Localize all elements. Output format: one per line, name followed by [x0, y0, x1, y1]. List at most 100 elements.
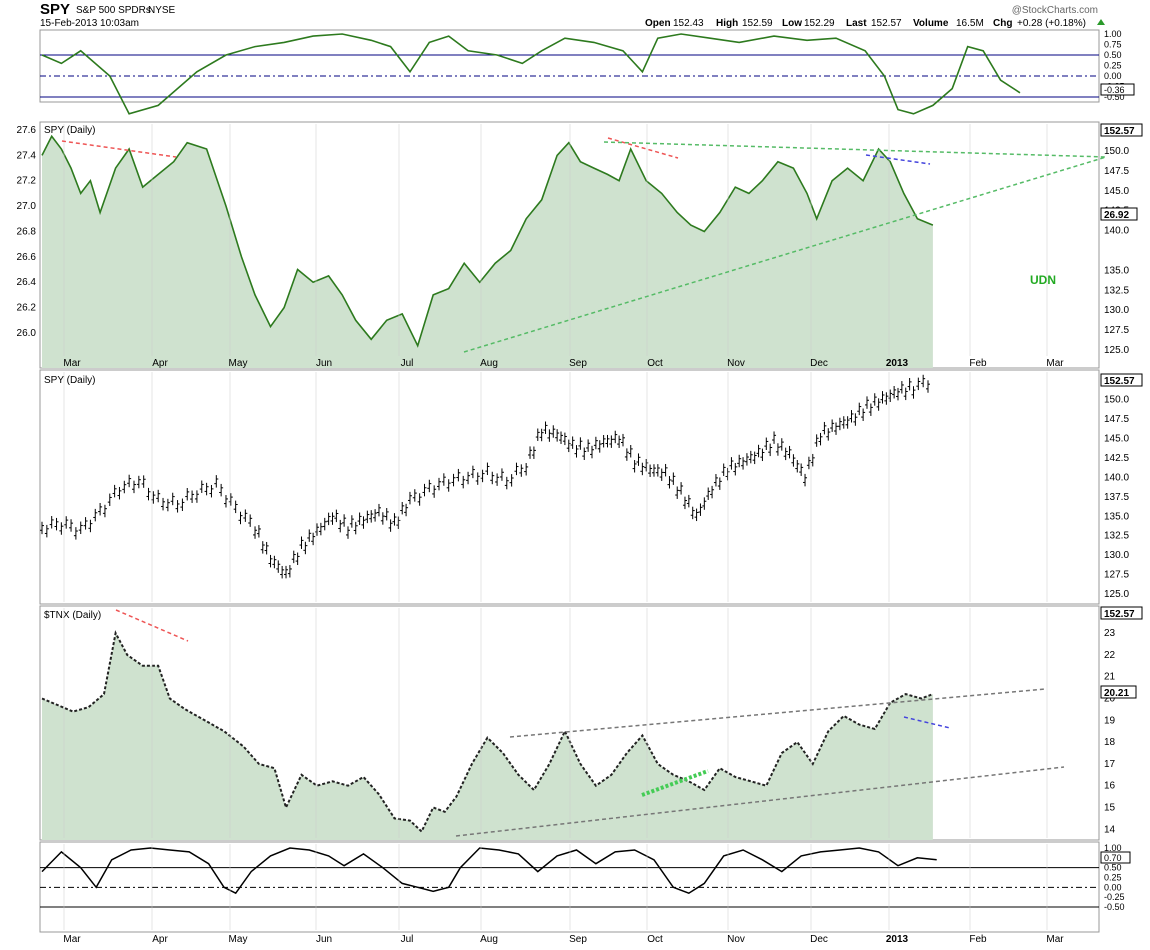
- udn-right-tick-7: 130.0: [1104, 305, 1129, 316]
- volume-value: 16.5M: [956, 18, 984, 29]
- high-label: High: [716, 18, 738, 29]
- spy-tick-4: 140.0: [1104, 472, 1129, 483]
- spy-price-badge: 152.57: [1100, 373, 1143, 387]
- month-label-0-0: Mar: [63, 358, 81, 369]
- udn-value-badge-value: 26.92: [1104, 210, 1129, 221]
- tnx-area-fill: [42, 633, 933, 840]
- top-tick-3: 0.25: [1104, 61, 1122, 71]
- tnx-green-trendline: [641, 769, 709, 797]
- watermark: @StockCharts.com: [1012, 5, 1098, 16]
- month-label-1-3: Jun: [316, 934, 332, 945]
- tnx-tick-5: 18: [1104, 737, 1116, 748]
- bottom-indicator-line: [41, 847, 937, 895]
- low-value: 152.29: [804, 18, 835, 29]
- udn-left-tick-8: 26.0: [17, 328, 37, 339]
- bottom-current-badge: 0.70: [1100, 851, 1131, 864]
- month-label-1-12: Mar: [1046, 934, 1064, 945]
- tnx-tick-8: 15: [1104, 802, 1116, 813]
- month-label-0-2: May: [229, 358, 248, 369]
- tnx-value-badge-value: 20.21: [1104, 688, 1129, 699]
- udn-left-tick-1: 27.4: [17, 150, 37, 161]
- ticker-symbol: SPY: [40, 1, 70, 18]
- month-label-0-12: Mar: [1046, 358, 1064, 369]
- open-label: Open: [645, 18, 671, 29]
- top-tick-0: 1.00: [1104, 29, 1122, 39]
- bottom-tick-5: -0.25: [1104, 892, 1125, 902]
- month-label-1-9: Dec: [810, 934, 828, 945]
- spy-tick-10: 125.0: [1104, 589, 1129, 600]
- udn-upper-trendline: [603, 141, 1107, 158]
- spy-tick-6: 135.0: [1104, 511, 1129, 522]
- udn-red-trendline-2: [607, 137, 679, 159]
- month-label-0-11: Feb: [969, 358, 987, 369]
- last-value: 152.57: [871, 18, 902, 29]
- udn-price-badge-value: 152.57: [1104, 126, 1135, 137]
- chart-datetime: 15-Feb-2013 10:03am: [40, 18, 139, 29]
- top-indicator-line: [41, 33, 1021, 115]
- month-label-0-4: Jul: [401, 358, 414, 369]
- bottom-tick-0: 1.00: [1104, 843, 1122, 853]
- month-label-1-0: Mar: [63, 934, 81, 945]
- udn-left-tick-5: 26.6: [17, 252, 37, 263]
- top-tick-2: 0.50: [1104, 50, 1122, 60]
- top-panel-frame: [39, 29, 1100, 103]
- udn-right-tick-1: 147.5: [1104, 166, 1129, 177]
- spy-panel-label: SPY (Daily): [44, 375, 96, 386]
- top-indicator-plot: 1.000.750.500.250.00-0.25-0.50: [40, 29, 1125, 115]
- tnx-plot: 23 22 21 20 19 18 17 16 15 14: [41, 628, 1116, 840]
- spy-tick-5: 137.5: [1104, 492, 1129, 503]
- tnx-panel-label: $TNX (Daily): [44, 610, 101, 621]
- udn-left-tick-0: 27.6: [17, 125, 37, 136]
- spy-tick-0: 150.0: [1104, 394, 1129, 405]
- up-arrow-icon: [1097, 19, 1105, 25]
- spy-tick-3: 142.5: [1104, 453, 1129, 464]
- udn-right-tick-8: 127.5: [1104, 325, 1129, 336]
- tnx-price-badge: 152.57: [1100, 606, 1143, 620]
- top-tick-1: 0.75: [1104, 40, 1122, 50]
- tnx-line: [41, 630, 934, 834]
- chg-label: Chg: [993, 18, 1012, 29]
- month-label-0-5: Aug: [480, 358, 498, 369]
- spy-plot: 150.0 147.5 145.0 142.5 140.0 137.5 135.0 132.5…: [40, 374, 1129, 600]
- month-label-1-6: Sep: [569, 934, 587, 945]
- udn-red-trendline-1: [61, 140, 177, 158]
- tnx-tick-1: 22: [1104, 650, 1116, 661]
- spy-tick-2: 145.0: [1104, 433, 1129, 444]
- top-current-value: -0.36: [1104, 85, 1125, 95]
- month-label-1-10: 2013: [886, 934, 909, 945]
- tnx-red-trendline: [115, 609, 189, 642]
- udn-blue-trendline: [865, 154, 931, 165]
- udn-left-tick-3: 27.0: [17, 201, 37, 212]
- axes: Mar Apr May Jun Jul Aug Sep Oct Nov Dec 2013 Feb Mar…: [63, 124, 1064, 945]
- udn-left-tick-6: 26.4: [17, 277, 37, 288]
- month-label-1-2: May: [229, 934, 248, 945]
- udn-left-tick-4: 26.8: [17, 226, 37, 237]
- top-tick-6: -0.50: [1104, 92, 1125, 102]
- ticker-name: S&P 500 SPDRs: [76, 5, 151, 16]
- month-label-0-3: Jun: [316, 358, 332, 369]
- month-label-1-8: Nov: [727, 934, 745, 945]
- tnx-price-badge-value: 152.57: [1104, 609, 1135, 620]
- udn-panel-label: SPY (Daily): [44, 125, 96, 136]
- tnx-tick-9: 14: [1104, 824, 1116, 835]
- spy-tick-1: 147.5: [1104, 414, 1129, 425]
- month-label-0-10: 2013: [886, 358, 909, 369]
- top-tick-4: 0.00: [1104, 71, 1122, 81]
- high-value: 152.59: [742, 18, 773, 29]
- month-label-0-8: Nov: [727, 358, 745, 369]
- month-label-1-5: Aug: [480, 934, 498, 945]
- udn-left-tick-7: 26.2: [17, 303, 37, 314]
- tnx-tick-4: 19: [1104, 715, 1116, 726]
- last-label: Last: [846, 18, 867, 29]
- tnx-blue-trendline: [903, 716, 951, 729]
- month-label-0-6: Sep: [569, 358, 587, 369]
- open-value: 152.43: [673, 18, 704, 29]
- tnx-tick-2: 21: [1104, 672, 1116, 683]
- month-label-0-7: Oct: [647, 358, 663, 369]
- tnx-lower-channel: [455, 766, 1065, 837]
- month-label-1-7: Oct: [647, 934, 663, 945]
- tnx-tick-6: 17: [1104, 759, 1116, 770]
- spy-tick-7: 132.5: [1104, 531, 1129, 542]
- bottom-indicator-plot: 1.000.750.500.250.00-0.25-0.50: [40, 843, 1125, 912]
